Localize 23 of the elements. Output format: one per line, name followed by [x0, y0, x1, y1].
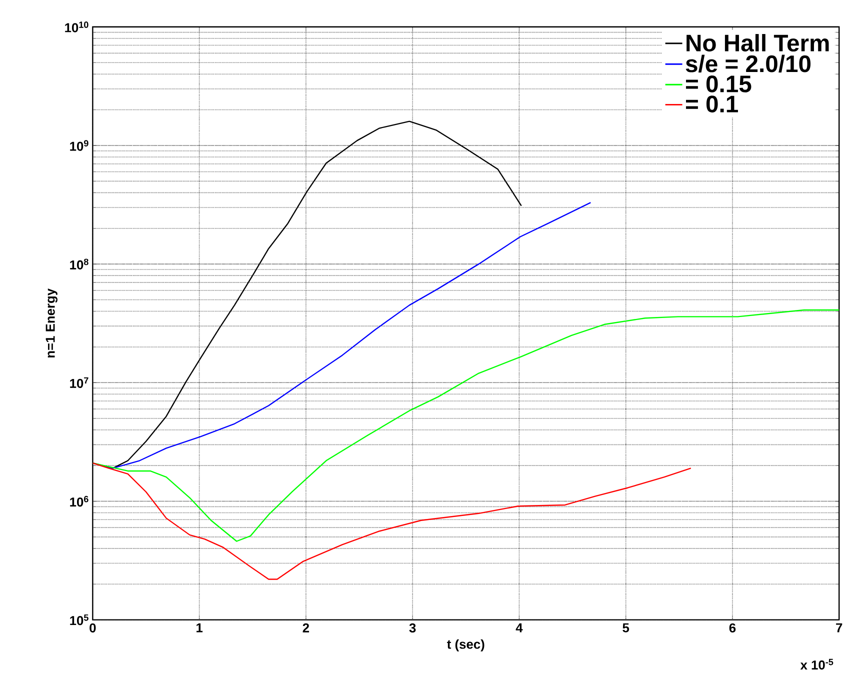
x-tick-label: 1: [196, 624, 203, 632]
legend-label: s/e = 2.0/10: [686, 54, 811, 73]
y-tick-label: 10$^{7}$: [70, 378, 88, 388]
legend-label: = 0.15: [686, 76, 752, 93]
line-series: [92, 462, 692, 580]
y-tick-label: 10$^{10}$: [65, 22, 88, 32]
x-tick-label: 2: [302, 624, 310, 633]
x-tick-label: 7: [836, 624, 842, 632]
legend-label: No Hall Term: [686, 34, 829, 52]
x-tick-label: 3: [409, 624, 416, 633]
line-series: [92, 310, 840, 542]
legend-label: = 0.1: [686, 96, 738, 113]
y-tick-label: 10$^{5}$: [70, 614, 88, 626]
y-tick-label: 10$^{6}$: [70, 496, 88, 507]
x-tick-label: 5: [622, 624, 630, 633]
x-axis-title: t (sec): [447, 640, 484, 652]
y-tick-label: 10$^{9}$: [70, 140, 88, 152]
y-tick-label: 10$^{8}$: [70, 258, 88, 270]
x-tick-label: 0: [90, 624, 96, 633]
text: x 10$^{-5}$: [800, 659, 834, 670]
x-tick-label: 4: [516, 624, 523, 632]
y-axis-title: n=1 Energy: [46, 288, 58, 358]
x-tick-label: 6: [729, 624, 736, 633]
